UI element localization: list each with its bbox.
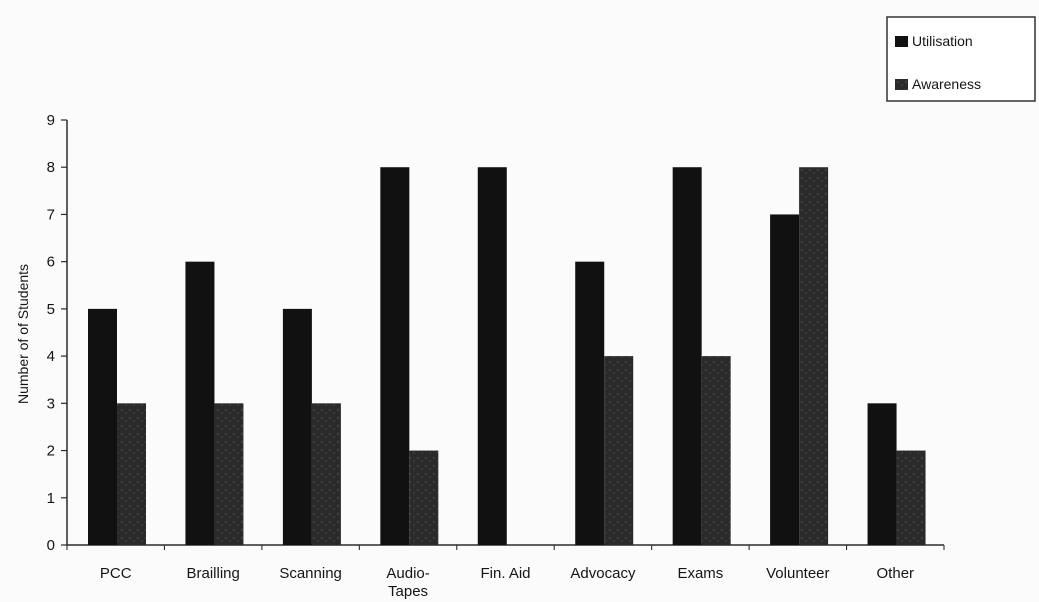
x-tick-label: Other bbox=[877, 565, 915, 582]
y-tick-label: 7 bbox=[47, 206, 55, 223]
bar-utilisation-fin-aid bbox=[477, 167, 507, 545]
bar-awareness-brailling bbox=[214, 403, 244, 545]
legend-label-awareness: Awareness bbox=[912, 76, 981, 92]
x-labels: PCC Brailling Scanning Audio-Tapes Fin. Aid A… bbox=[100, 565, 914, 600]
y-tick-label: 9 bbox=[47, 112, 55, 129]
y-tick-label: 8 bbox=[47, 159, 55, 176]
bar-awareness-exams bbox=[701, 356, 731, 545]
x-ticks bbox=[66, 545, 945, 550]
y-tick-label: 3 bbox=[47, 395, 55, 412]
x-tick-label-line: Audio- bbox=[386, 565, 429, 582]
y-tick-label: 6 bbox=[47, 254, 55, 271]
x-tick-label-line: Exams bbox=[677, 565, 723, 582]
y-ticks: 0 1 2 3 4 5 6 7 8 9 bbox=[47, 112, 67, 554]
bar-awareness-audio-tapes bbox=[409, 450, 439, 545]
x-tick-label-line: Volunteer bbox=[766, 565, 829, 582]
y-tick-label: 0 bbox=[47, 537, 55, 554]
bar-utilisation-volunteer bbox=[770, 214, 800, 545]
y-tick-label: 2 bbox=[47, 443, 55, 460]
bar-utilisation-other bbox=[867, 403, 897, 545]
x-tick-label-line: Other bbox=[877, 565, 915, 582]
bars-group bbox=[88, 167, 926, 545]
bar-utilisation-brailling bbox=[185, 261, 215, 545]
y-tick-label: 1 bbox=[47, 490, 55, 507]
x-tick-label: Exams bbox=[677, 565, 723, 582]
legend-swatch-utilisation bbox=[895, 36, 908, 47]
bar-awareness-other bbox=[896, 450, 926, 545]
x-tick-label: Scanning bbox=[279, 565, 342, 582]
x-tick-label: Audio-Tapes bbox=[386, 565, 429, 600]
bar-awareness-scanning bbox=[311, 403, 341, 545]
y-axis-label: Number of of Students bbox=[15, 264, 31, 404]
x-tick-label: Advocacy bbox=[570, 565, 636, 582]
x-tick-label-line: Brailling bbox=[186, 565, 239, 582]
bar-utilisation-audio-tapes bbox=[380, 167, 410, 545]
x-tick-label-line: Fin. Aid bbox=[480, 565, 530, 582]
bar-utilisation-exams bbox=[672, 167, 702, 545]
x-tick-label-line: Scanning bbox=[279, 565, 342, 582]
x-tick-label-line: Advocacy bbox=[570, 565, 636, 582]
x-tick-label-line: PCC bbox=[100, 565, 132, 582]
y-tick-label: 4 bbox=[47, 348, 55, 365]
bar-utilisation-pcc bbox=[88, 308, 117, 545]
legend-swatch-awareness bbox=[895, 79, 908, 90]
x-tick-label: Fin. Aid bbox=[480, 565, 530, 582]
bar-awareness-advocacy bbox=[604, 356, 634, 545]
x-tick-label: Volunteer bbox=[766, 565, 829, 582]
x-tick-label: PCC bbox=[100, 565, 132, 582]
y-tick-label: 5 bbox=[47, 301, 55, 318]
legend: Utilisation Awareness bbox=[886, 16, 1036, 102]
bar-awareness-volunteer bbox=[799, 167, 829, 545]
x-tick-label-line: Tapes bbox=[388, 583, 428, 600]
x-tick-label: Brailling bbox=[186, 565, 239, 582]
legend-box bbox=[886, 16, 1036, 102]
bar-utilisation-scanning bbox=[282, 308, 312, 545]
bar-awareness-pcc bbox=[117, 403, 146, 545]
legend-label-utilisation: Utilisation bbox=[912, 33, 973, 49]
bar-utilisation-advocacy bbox=[575, 261, 605, 545]
